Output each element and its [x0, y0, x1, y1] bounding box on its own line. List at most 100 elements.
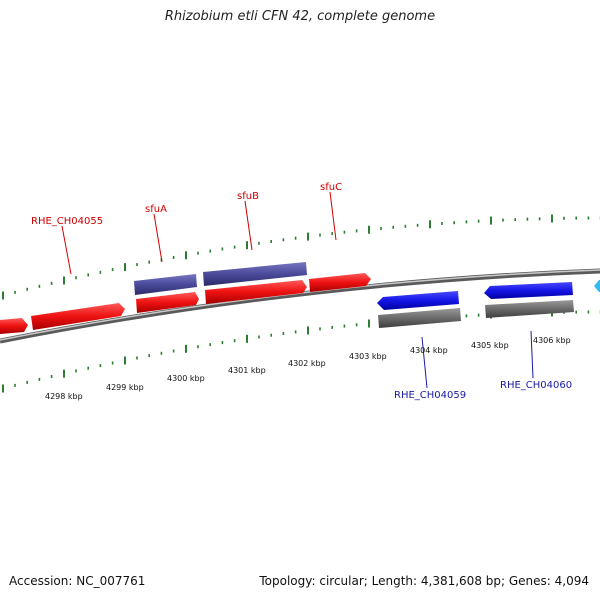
minor-tick — [453, 221, 455, 225]
leader-line-sfuC — [329, 191, 337, 241]
major-tick — [185, 251, 187, 260]
minor-tick — [416, 223, 419, 227]
gene-arrow-rhe-ch04060[interactable] — [484, 282, 573, 299]
ruler-label: 4301 kbp — [228, 366, 266, 375]
gene-label-sfuC: sfuC — [320, 182, 342, 193]
upper-tick-ruler — [2, 214, 600, 300]
gene-label-rhe-ch04055: RHE_CH04055 — [31, 216, 103, 227]
minor-tick — [538, 217, 541, 221]
minor-tick — [343, 324, 346, 328]
major-tick — [2, 384, 4, 393]
major-tick — [63, 276, 65, 285]
minor-tick — [465, 220, 468, 224]
major-tick — [551, 214, 553, 223]
ruler-label: 4300 kbp — [167, 374, 205, 383]
ruler-label: 4306 kbp — [533, 336, 571, 345]
genome-summary-text: Topology: circular; Length: 4,381,608 bp… — [259, 574, 589, 588]
minor-tick — [282, 332, 285, 335]
minor-tick — [319, 233, 321, 237]
leader-line-sfuB — [244, 200, 253, 251]
feature-bar-sfuA[interactable] — [134, 274, 197, 295]
minor-tick — [233, 245, 236, 249]
minor-tick — [270, 333, 272, 337]
minor-tick — [404, 224, 407, 228]
minor-tick — [136, 356, 138, 360]
gene-arrow-sfuA[interactable] — [136, 292, 199, 313]
leader-line-rhe-ch04060 — [530, 330, 534, 379]
feature-bar-rhe-ch04060[interactable] — [485, 300, 574, 318]
minor-tick — [380, 227, 382, 230]
gene-arrow-partial-left[interactable] — [0, 318, 28, 334]
gene-arrow-partial-right[interactable] — [594, 280, 600, 292]
major-tick — [124, 263, 126, 272]
minor-tick — [209, 249, 211, 253]
ruler-label: 4305 kbp — [471, 341, 509, 350]
minor-tick — [563, 216, 565, 220]
minor-tick — [87, 273, 89, 277]
minor-tick — [319, 327, 321, 331]
minor-tick — [575, 310, 577, 314]
minor-tick — [331, 232, 333, 236]
major-tick — [246, 334, 248, 343]
minor-tick — [270, 240, 272, 243]
ruler-label: 4303 kbp — [349, 352, 387, 361]
minor-tick — [148, 260, 150, 264]
gene-arrow-rhe-ch04055[interactable] — [31, 303, 125, 330]
minor-tick — [587, 310, 590, 314]
major-tick — [307, 232, 309, 241]
major-tick — [2, 291, 4, 300]
minor-tick — [282, 238, 285, 242]
minor-tick — [575, 216, 577, 220]
minor-tick — [50, 281, 53, 285]
minor-tick — [477, 219, 480, 223]
minor-tick — [355, 323, 358, 327]
minor-tick — [502, 218, 504, 222]
major-tick — [429, 220, 431, 229]
minor-tick — [209, 343, 211, 347]
gene-label-sfuB: sfuB — [237, 191, 259, 202]
ruler-label: 4299 kbp — [106, 383, 144, 392]
minor-tick — [526, 217, 529, 221]
minor-tick — [514, 218, 516, 222]
genome-backbone — [0, 268, 600, 344]
minor-tick — [294, 330, 297, 334]
major-tick — [63, 369, 65, 378]
minor-tick — [38, 284, 41, 288]
minor-tick — [50, 375, 53, 378]
minor-tick — [75, 369, 77, 373]
minor-tick — [355, 229, 358, 233]
ruler-labels: 4298 kbp 4299 kbp 4300 kbp 4301 kbp 4302… — [45, 336, 571, 401]
minor-tick — [465, 314, 468, 318]
major-tick — [185, 344, 187, 353]
minor-tick — [233, 339, 236, 343]
minor-tick — [136, 263, 138, 267]
feature-bar-sfuB[interactable] — [203, 262, 307, 286]
major-tick — [307, 326, 309, 335]
minor-tick — [14, 290, 16, 294]
minor-tick — [111, 268, 114, 272]
minor-tick — [26, 287, 28, 291]
major-tick — [246, 241, 248, 250]
minor-tick — [441, 222, 443, 225]
feature-bar-rhe-ch04059[interactable] — [378, 308, 461, 328]
minor-tick — [148, 354, 150, 358]
minor-tick — [99, 270, 102, 274]
minor-tick — [197, 345, 199, 349]
minor-tick — [14, 383, 16, 387]
minor-tick — [38, 377, 41, 381]
minor-tick — [587, 216, 590, 220]
gene-arrow-sfuB[interactable] — [205, 280, 307, 304]
ruler-label: 4298 kbp — [45, 392, 83, 401]
minor-tick — [221, 341, 224, 345]
gene-label-rhe-ch04059: RHE_CH04059 — [394, 390, 466, 401]
major-tick — [490, 216, 492, 225]
minor-tick — [221, 247, 224, 251]
gene-arrow-rhe-ch04059[interactable] — [377, 291, 459, 310]
minor-tick — [99, 364, 102, 368]
gene-label-sfuA: sfuA — [145, 204, 167, 215]
gene-arrow-sfuC[interactable] — [309, 273, 371, 292]
minor-tick — [111, 361, 114, 365]
minor-tick — [172, 349, 175, 353]
minor-tick — [331, 325, 333, 329]
leader-line-rhe-ch04059 — [421, 336, 428, 389]
